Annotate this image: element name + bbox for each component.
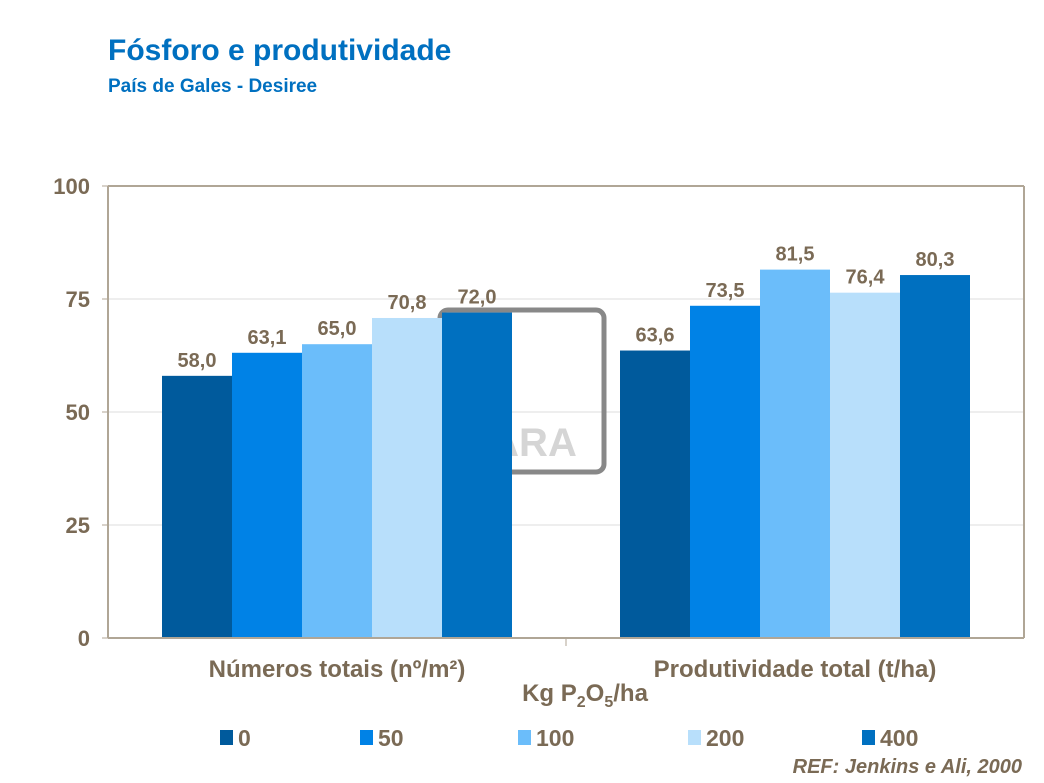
bar-400-2 [900,275,970,638]
data-label: 81,5 [776,244,815,266]
bar-100-2 [760,269,830,638]
bar-100-1 [302,344,372,638]
legend-label-200: 200 [706,725,744,751]
legend-swatch-200 [688,730,701,745]
bar-50-2 [690,305,760,638]
data-label: 80,3 [916,249,955,271]
data-label: 63,6 [636,325,675,347]
y-tick-label: 25 [66,513,90,538]
bar-0-1 [162,375,232,638]
legend-label-400: 400 [880,725,918,751]
legend-swatch-100 [518,730,531,745]
legend-swatch-0 [220,730,233,745]
y-tick-label: 50 [66,400,90,425]
legend-swatch-400 [862,730,875,745]
bar-200-1 [372,317,442,638]
chart-title: Fósforo e produtividade [108,34,452,67]
bar-400-1 [442,312,512,638]
y-tick-label: 75 [66,287,90,312]
chart-subtitle: País de Gales - Desiree [108,76,318,97]
x-axis-title: Kg P2O5/ha [522,680,648,711]
data-label: 72,0 [458,287,497,309]
legend-swatch-50 [360,730,373,745]
x-category-label: Números totais (nº/m²) [209,656,466,683]
data-label: 70,8 [388,292,427,314]
legend-label-100: 100 [536,725,574,751]
y-tick-label: 0 [78,626,90,651]
data-label: 58,0 [178,350,217,372]
data-label: 63,1 [248,327,287,349]
data-label: 76,4 [846,267,886,289]
data-label: 73,5 [706,280,745,302]
legend-label-50: 50 [378,725,404,751]
x-category-label: Produtividade total (t/ha) [654,656,937,683]
bar-50-1 [232,352,302,638]
data-label: 65,0 [318,318,357,340]
y-tick-label: 100 [53,174,90,199]
legend-label-0: 0 [238,725,251,751]
reference-note: REF: Jenkins e Ali, 2000 [792,756,1022,778]
bar-200-2 [830,292,900,638]
bar-0-2 [620,350,690,638]
